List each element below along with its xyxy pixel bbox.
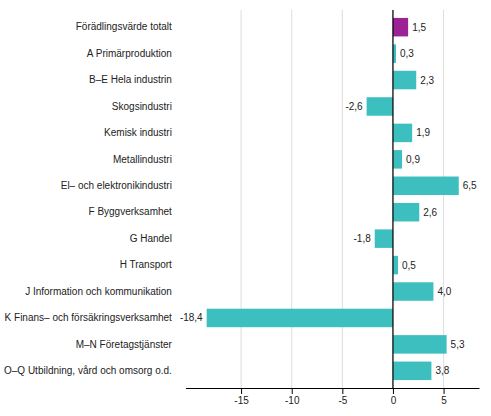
bars (207, 18, 459, 380)
grid-line (443, 10, 444, 388)
x-tick-label: 0 (391, 395, 397, 406)
data-label: 2,3 (420, 75, 434, 86)
y-tick: F Byggverksamhet (89, 206, 173, 217)
y-tick: G Handel (130, 233, 172, 244)
y-tick-label: H Transport (120, 259, 172, 270)
y-tick-label: Förädlingsvärde totalt (76, 21, 172, 32)
y-tick-label: G Handel (130, 233, 172, 244)
y-tick-label: Metallindustri (113, 154, 172, 165)
data-label: 3,8 (435, 365, 449, 376)
x-tick: 5 (441, 388, 447, 406)
bar (367, 97, 393, 116)
x-tick-mark (444, 388, 445, 394)
y-tick-label: A Primärproduktion (87, 48, 172, 59)
data-label: -2,6 (345, 101, 363, 112)
data-labels: 1,5 0,3 2,3 -2,6 1,9 0,9 6,5 2,6 -1,8 0,5 4,0 -18,4… (180, 22, 477, 377)
x-tick: -15 (234, 388, 249, 406)
data-label: 4,0 (437, 286, 451, 297)
y-tick-label: Kemisk industri (104, 127, 172, 138)
y-tick: M–N Företagstjänster (76, 339, 173, 350)
y-tick: El– och elektronikindustri (61, 180, 172, 191)
grid-line (342, 10, 343, 388)
x-axis-line (186, 388, 480, 389)
y-tick: A Primärproduktion (87, 48, 172, 59)
bar (393, 256, 398, 275)
y-tick: K Finans– och försäkringsverksamhet (5, 312, 173, 323)
bar (207, 309, 393, 328)
x-tick: -10 (285, 388, 300, 406)
data-label: 6,5 (463, 180, 477, 191)
zero-line (392, 10, 393, 388)
bar (393, 282, 433, 301)
bar (393, 124, 412, 143)
data-label: 0,9 (406, 154, 420, 165)
bar (393, 150, 402, 169)
grid-line (241, 10, 242, 388)
x-tick-mark (292, 388, 293, 394)
data-label: -18,4 (180, 312, 203, 323)
y-tick: H Transport (120, 259, 172, 270)
grid-line (291, 10, 292, 388)
y-tick-label: F Byggverksamhet (89, 206, 173, 217)
bar (393, 71, 416, 90)
y-tick-label: Skogsindustri (112, 101, 172, 112)
data-label: 2,6 (423, 207, 437, 218)
data-label: 1,5 (412, 22, 426, 33)
y-tick: Kemisk industri (104, 127, 172, 138)
chart-svg: -15 -10 -5 0 5 Förädlingsvärde totalt A Primär… (0, 0, 491, 416)
data-label: 5,3 (451, 339, 465, 350)
data-label: 1,9 (416, 127, 430, 138)
bar (393, 18, 408, 37)
y-tick: B–E Hela industrin (89, 74, 172, 85)
x-tick-label: -5 (338, 395, 347, 406)
grid-line (392, 10, 393, 388)
data-label: 0,5 (402, 260, 416, 271)
x-tick: -5 (338, 388, 347, 406)
data-label: -1,8 (353, 233, 371, 244)
x-tick-mark (241, 388, 242, 394)
grid (241, 10, 443, 388)
data-label: 0,3 (400, 48, 414, 59)
x-tick-label: -10 (285, 395, 300, 406)
y-tick-label: B–E Hela industrin (89, 74, 172, 85)
plot-area: -15 -10 -5 0 5 Förädlingsvärde totalt A Primär… (4, 10, 480, 406)
y-axis: Förädlingsvärde totalt A Primärproduktion… (4, 21, 173, 376)
y-tick-label: J Information och kommunikation (25, 286, 172, 297)
x-tick: 0 (391, 388, 397, 406)
y-tick-label: O–Q Utbildning, vård och omsorg o.d. (4, 365, 172, 376)
y-tick: J Information och kommunikation (25, 286, 172, 297)
bar (375, 229, 393, 248)
bar (393, 335, 447, 354)
bar (393, 177, 459, 196)
x-tick-label: -15 (234, 395, 249, 406)
x-tick-label: 5 (441, 395, 447, 406)
bar (393, 203, 419, 222)
y-tick: Förädlingsvärde totalt (76, 21, 172, 32)
chart-container: -15 -10 -5 0 5 Förädlingsvärde totalt A Primär… (0, 0, 491, 416)
y-tick: Skogsindustri (112, 101, 172, 112)
y-tick: Metallindustri (113, 154, 172, 165)
y-tick-label: K Finans– och försäkringsverksamhet (5, 312, 173, 323)
x-axis: -15 -10 -5 0 5 (186, 388, 480, 406)
bar (393, 362, 431, 381)
y-tick-label: El– och elektronikindustri (61, 180, 172, 191)
x-tick-mark (342, 388, 343, 394)
x-tick-mark (393, 388, 394, 394)
y-tick: O–Q Utbildning, vård och omsorg o.d. (4, 365, 172, 376)
y-tick-label: M–N Företagstjänster (76, 339, 173, 350)
